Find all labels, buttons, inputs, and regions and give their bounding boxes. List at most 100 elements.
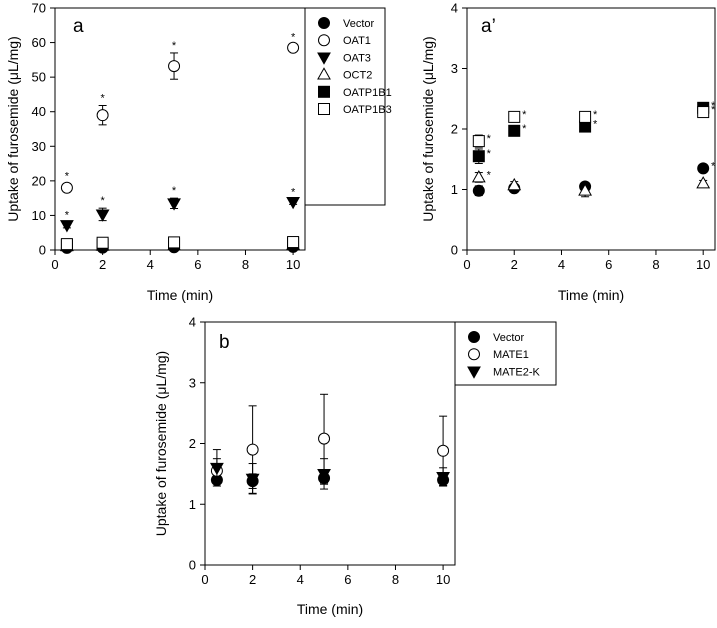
plot-frame <box>204 321 456 566</box>
data-point <box>96 236 109 249</box>
data-point <box>697 162 710 175</box>
data-point <box>287 236 300 249</box>
data-point <box>508 110 521 123</box>
significance-star: * <box>593 119 598 131</box>
y-tick-label: 1 <box>189 497 196 512</box>
x-tick-label: 8 <box>242 257 249 272</box>
series-oat1: * * * * <box>60 31 300 194</box>
data-point <box>472 150 485 163</box>
significance-star: * <box>172 185 177 197</box>
significance-star: * <box>522 123 527 135</box>
x-tick-label: 10 <box>436 572 450 587</box>
legend-label: Vector <box>493 332 525 344</box>
x-axis-title: Time (min) <box>297 601 363 617</box>
series-oatp1b3: ** * * <box>472 104 716 148</box>
data-point <box>318 432 331 445</box>
x-tick-label: 4 <box>297 572 304 587</box>
x-tick-label: 10 <box>696 257 710 272</box>
significance-star: * <box>291 31 296 43</box>
legend-label: OATP1B1 <box>343 87 392 99</box>
data-point <box>287 41 300 54</box>
series-oct2: * <box>471 169 711 198</box>
legend-marker <box>317 52 331 65</box>
y-tick-label: 30 <box>32 139 46 154</box>
x-axis-title: Time (min) <box>147 287 213 303</box>
y-tick-label: 50 <box>32 70 46 85</box>
x-tick-label: 4 <box>558 257 565 272</box>
x-tick-label: 8 <box>392 572 399 587</box>
significance-star: * <box>65 171 70 183</box>
y-tick-label: 10 <box>32 208 46 223</box>
series-oatp1b3 <box>60 236 300 251</box>
significance-star: * <box>711 160 716 172</box>
x-tick-label: 2 <box>511 257 518 272</box>
legend: Vector MATE1 MATE2-K <box>454 321 557 386</box>
legend-label: Vector <box>343 18 375 30</box>
significance-star: * <box>593 109 598 121</box>
y-tick-label: 1 <box>451 182 458 197</box>
data-point <box>697 106 710 119</box>
data-point <box>96 109 109 122</box>
y-axis-title: Uptake of furosemide (μL/mg) <box>5 36 21 221</box>
data-point <box>286 197 301 210</box>
data-point <box>167 198 181 211</box>
legend-marker <box>468 348 480 361</box>
legend-marker <box>318 103 330 115</box>
x-tick-label: 0 <box>463 257 470 272</box>
x-tick-label: 6 <box>194 257 201 272</box>
significance-star: * <box>487 133 492 145</box>
x-tick-label: 2 <box>99 257 106 272</box>
significance-star: * <box>711 104 716 116</box>
x-tick-label: 0 <box>51 257 58 272</box>
data-point <box>59 220 74 233</box>
data-point <box>507 177 522 191</box>
plot-frame <box>54 7 306 251</box>
y-axis-title: Uptake of furosemide (μL/mg) <box>420 36 436 221</box>
y-tick-label: 0 <box>451 243 458 258</box>
y-tick-label: 3 <box>189 375 196 390</box>
chart-panel-a: 0 2 4 6 8 10 0 10 20 30 40 50 60 70 Time (min) Uptake o… <box>5 1 306 303</box>
data-point <box>60 181 73 194</box>
significance-star: * <box>100 92 105 104</box>
y-tick-label: 0 <box>189 558 196 573</box>
data-point <box>578 183 593 196</box>
legend-marker <box>468 331 480 343</box>
significance-star: * <box>487 169 492 181</box>
chart-panel-a-prime: 0 2 4 6 8 10 0 1 2 3 4 Time (min) Uptake of furosemi… <box>420 1 716 304</box>
x-axis-title: Time (min) <box>558 287 624 303</box>
y-tick-label: 60 <box>32 35 46 50</box>
y-tick-label: 4 <box>189 315 196 330</box>
significance-star: * <box>711 100 716 112</box>
legend-marker <box>318 85 330 98</box>
significance-star: * <box>522 109 527 121</box>
y-tick-label: 2 <box>189 436 196 451</box>
legend-marker <box>318 34 330 47</box>
x-tick-label: 0 <box>201 572 208 587</box>
chart-panel-b: 0 2 4 6 8 10 0 1 2 3 4 Time (min) Uptake of furosemi… <box>153 315 456 617</box>
y-tick-label: 2 <box>451 122 458 137</box>
significance-star: * <box>487 148 492 160</box>
y-tick-label: 3 <box>451 61 458 76</box>
series-mate2-k <box>209 449 451 495</box>
data-point <box>95 209 110 222</box>
legend: Vector OAT1 OAT3 OCT2 OATP1B1 OATP1B3 <box>304 7 392 206</box>
panel-label: b <box>219 332 230 353</box>
data-point <box>508 124 521 137</box>
y-axis-title: Uptake of furosemide (μL/mg) <box>153 351 169 536</box>
x-tick-label: 8 <box>652 257 659 272</box>
data-point <box>436 471 451 485</box>
significance-star: * <box>100 195 105 207</box>
panel-label: a <box>73 16 84 37</box>
y-tick-label: 40 <box>32 104 46 119</box>
legend-label: OAT1 <box>343 35 371 47</box>
y-tick-label: 20 <box>32 173 46 188</box>
data-point <box>246 443 259 456</box>
significance-star: * <box>172 40 177 52</box>
legend-label: OCT2 <box>343 70 372 82</box>
y-tick-label: 0 <box>39 243 46 258</box>
data-point <box>209 462 224 476</box>
panel-label: a’ <box>481 16 496 37</box>
data-point <box>245 473 260 487</box>
legend-label: OAT3 <box>343 52 371 64</box>
